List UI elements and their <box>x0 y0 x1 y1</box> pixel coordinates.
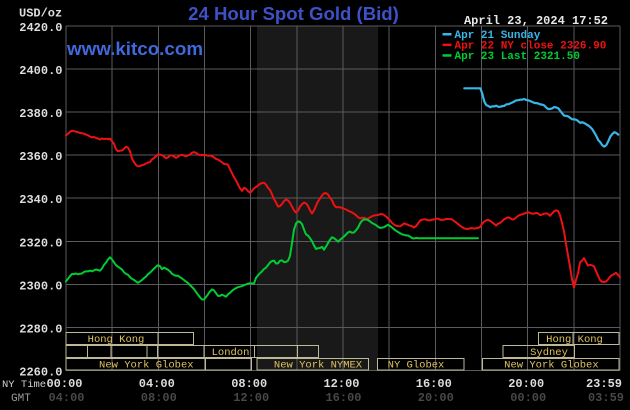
svg-text:12:00: 12:00 <box>323 377 359 391</box>
svg-text:04:00: 04:00 <box>48 391 84 405</box>
svg-text:00:00: 00:00 <box>510 391 546 405</box>
svg-text:Apr 23 Last 2321.50: Apr 23 Last 2321.50 <box>455 51 580 63</box>
svg-text:2260.0: 2260.0 <box>19 366 62 380</box>
svg-text:2380.0: 2380.0 <box>19 107 62 121</box>
svg-text:08:00: 08:00 <box>141 391 177 405</box>
svg-text:New York Globex: New York Globex <box>504 360 599 372</box>
svg-text:16:00: 16:00 <box>416 377 452 391</box>
svg-text:2280.0: 2280.0 <box>19 322 62 336</box>
svg-text:12:00: 12:00 <box>233 391 269 405</box>
svg-text:2300.0: 2300.0 <box>19 279 62 293</box>
svg-text:NY Time: NY Time <box>2 379 46 391</box>
svg-text:2400.0: 2400.0 <box>19 64 62 78</box>
svg-text:2360.0: 2360.0 <box>19 150 62 164</box>
svg-text:Sydney: Sydney <box>530 347 568 359</box>
svg-text:16:00: 16:00 <box>325 391 361 405</box>
svg-text:NY Globex: NY Globex <box>388 360 445 372</box>
svg-text:03:59: 03:59 <box>588 391 624 405</box>
svg-text:04:00: 04:00 <box>139 377 175 391</box>
svg-text:20:00: 20:00 <box>418 391 454 405</box>
svg-text:2340.0: 2340.0 <box>19 193 62 207</box>
svg-text:New York Globex: New York Globex <box>99 360 194 372</box>
svg-text:www.kitco.com: www.kitco.com <box>66 38 203 59</box>
svg-text:Hong Kong: Hong Kong <box>546 334 603 346</box>
svg-text:08:00: 08:00 <box>231 377 267 391</box>
svg-text:23:59: 23:59 <box>586 377 622 391</box>
svg-text:London: London <box>212 347 250 359</box>
svg-text:Apr 21 Sunday: Apr 21 Sunday <box>455 30 541 42</box>
svg-text:GMT: GMT <box>11 393 31 405</box>
svg-text:Apr 22 NY close 2326.90: Apr 22 NY close 2326.90 <box>455 41 607 53</box>
svg-text:2320.0: 2320.0 <box>19 236 62 250</box>
svg-text:2420.0: 2420.0 <box>19 21 62 35</box>
svg-text:00:00: 00:00 <box>46 377 82 391</box>
svg-text:Hong Kong: Hong Kong <box>88 334 145 346</box>
svg-text:USD/oz: USD/oz <box>19 7 62 21</box>
svg-text:April 23, 2024 17:52: April 23, 2024 17:52 <box>464 14 608 28</box>
svg-text:24 Hour Spot Gold (Bid): 24 Hour Spot Gold (Bid) <box>188 3 399 24</box>
svg-text:20:00: 20:00 <box>508 377 544 391</box>
svg-text:New York NYMEX: New York NYMEX <box>274 360 363 372</box>
